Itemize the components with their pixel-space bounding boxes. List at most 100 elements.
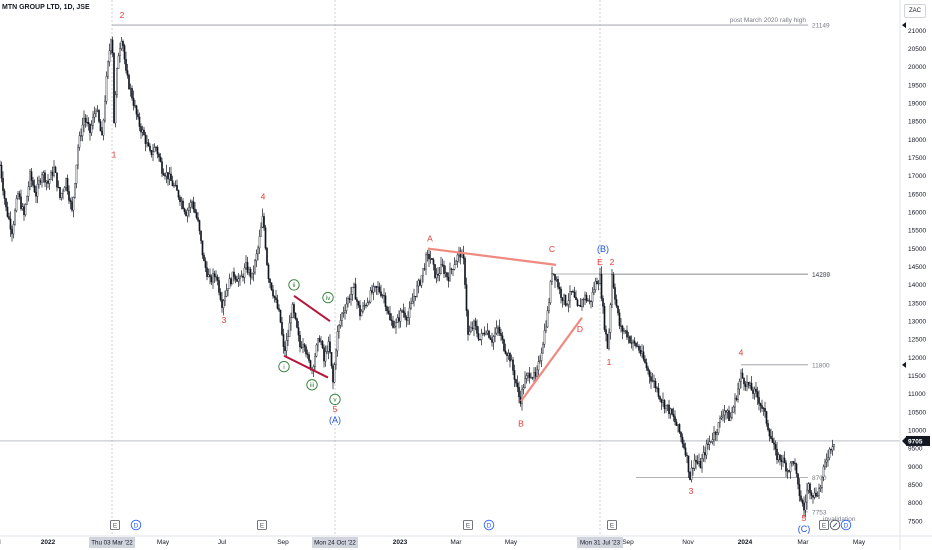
candle-body [41,174,43,183]
candle-body [225,290,228,297]
candle-body [446,272,448,278]
candle-body [65,178,67,188]
candle-body [806,489,808,503]
candle-body [666,404,669,406]
candle-body [782,457,784,463]
candle-body [27,186,30,197]
candle-body [542,344,544,354]
split-marker-glyph [832,522,838,528]
candle-body [524,378,526,388]
candle-body [780,459,783,463]
candle-body [323,347,325,362]
candle-body [408,307,411,318]
candle-body [351,286,354,295]
candle-body [282,334,285,347]
wave-label: 3 [222,315,227,325]
candle-body [395,322,397,327]
candle-body [585,294,588,301]
candle-body [99,121,102,132]
earnings-marker-label: E [822,522,827,529]
candle-body [416,285,418,297]
candle-body [419,280,421,286]
candle-body [356,299,358,302]
candle-body [740,372,742,382]
price-axis[interactable]: 7500 8000 8500 9000 9500 10000 10500 11000 11500… [899,0,930,550]
candle-body [63,187,66,192]
trend-line [283,354,329,379]
earnings-marker [257,520,267,530]
candle-body [486,330,489,334]
candle-body [783,457,786,463]
candle-body [710,441,712,443]
candle-body [777,454,780,461]
candle-body [276,299,279,309]
candle-body [279,309,282,323]
symbol-title: MTN GROUP LTD, 1D, JSE [2,4,90,11]
candle-body [297,327,300,336]
candle-body [588,300,591,302]
candle-body [674,416,676,423]
time-axis[interactable]: l 2022 May Jul Sep 2023 Mar May Sep Nov 2024 Mar May… [0,535,932,548]
circled-label-ring [306,379,318,391]
candle-body [36,183,39,197]
candle-body [44,172,46,183]
candle-body [291,304,294,318]
date-marker-label: Mon 24 Oct '22 [314,540,356,547]
candle-body [386,306,388,312]
candle-body [698,461,700,464]
candle-body [570,290,573,292]
candle-body [305,346,307,355]
candle-body [681,436,684,444]
candle-body [663,400,666,409]
price-tick-label: 13000 [908,319,926,326]
candle-body [431,258,433,260]
candle-body [401,310,403,312]
candle-body [618,312,621,327]
candle-body [237,278,240,282]
candle-body [689,471,691,481]
candle-body [749,382,751,386]
candle-body [177,190,180,198]
candle-body [29,171,31,187]
candle-body [317,338,319,346]
wave-label: (A) [329,415,341,425]
candle-body [548,302,550,312]
candle-body [261,216,264,228]
candle-body [521,389,523,404]
candle-body [56,172,58,188]
time-tick-label: Nov [682,539,694,546]
candle-body [314,355,316,367]
candle-body [693,459,696,469]
candle-body [707,443,709,445]
candle-body [60,193,63,198]
candle-body [755,388,757,392]
candle-body [417,280,420,287]
price-tick-label: 9500 [908,446,923,453]
candle-body [813,492,816,498]
candle-body [593,289,595,293]
candle-body [638,345,640,351]
candle-body [695,459,697,462]
candle-body [105,75,108,102]
time-tick-label: May [157,539,170,546]
candle-body [107,61,109,77]
candle-body [774,444,777,450]
candle-body [648,370,651,377]
candle-body [201,240,204,256]
candle-body [699,461,702,469]
price-tick-label: 14500 [908,264,926,271]
currency-button[interactable]: ZAC [904,4,926,18]
candle-body [809,483,811,493]
candle-body [108,50,111,63]
earnings-marker [607,520,617,530]
candle-body [206,267,208,277]
candle-body [278,308,280,311]
candle-body [11,228,13,235]
candle-body [230,278,232,285]
candle-body [531,377,534,379]
price-tick-label: 17000 [908,173,926,180]
candle-body [72,196,75,211]
candle-body [563,294,565,301]
